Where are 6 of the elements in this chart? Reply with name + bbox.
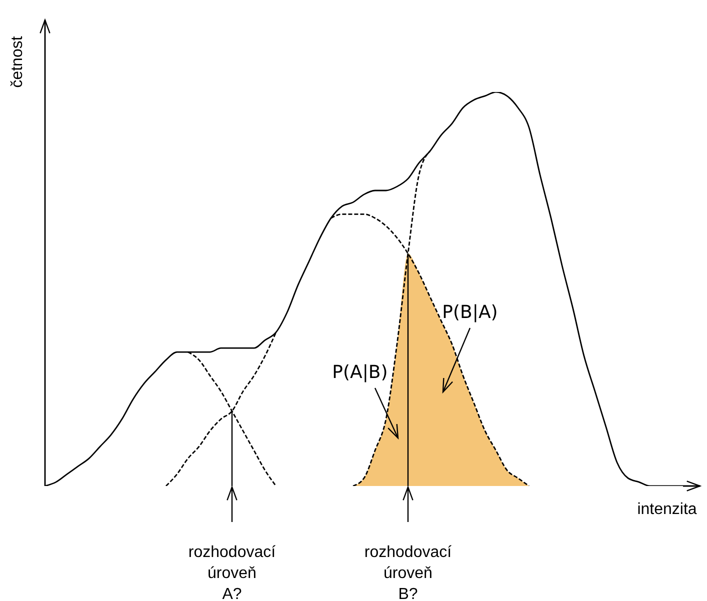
y-axis-title: četnost (9, 36, 26, 88)
annotation: P(B|A) (442, 302, 498, 323)
x-axis-title: intenzita (637, 501, 697, 518)
text: rozhodovací úroveň A? (188, 544, 276, 601)
text: rozhodovací úroveň B? (364, 544, 452, 601)
annotation: P(A|B) (332, 362, 388, 383)
